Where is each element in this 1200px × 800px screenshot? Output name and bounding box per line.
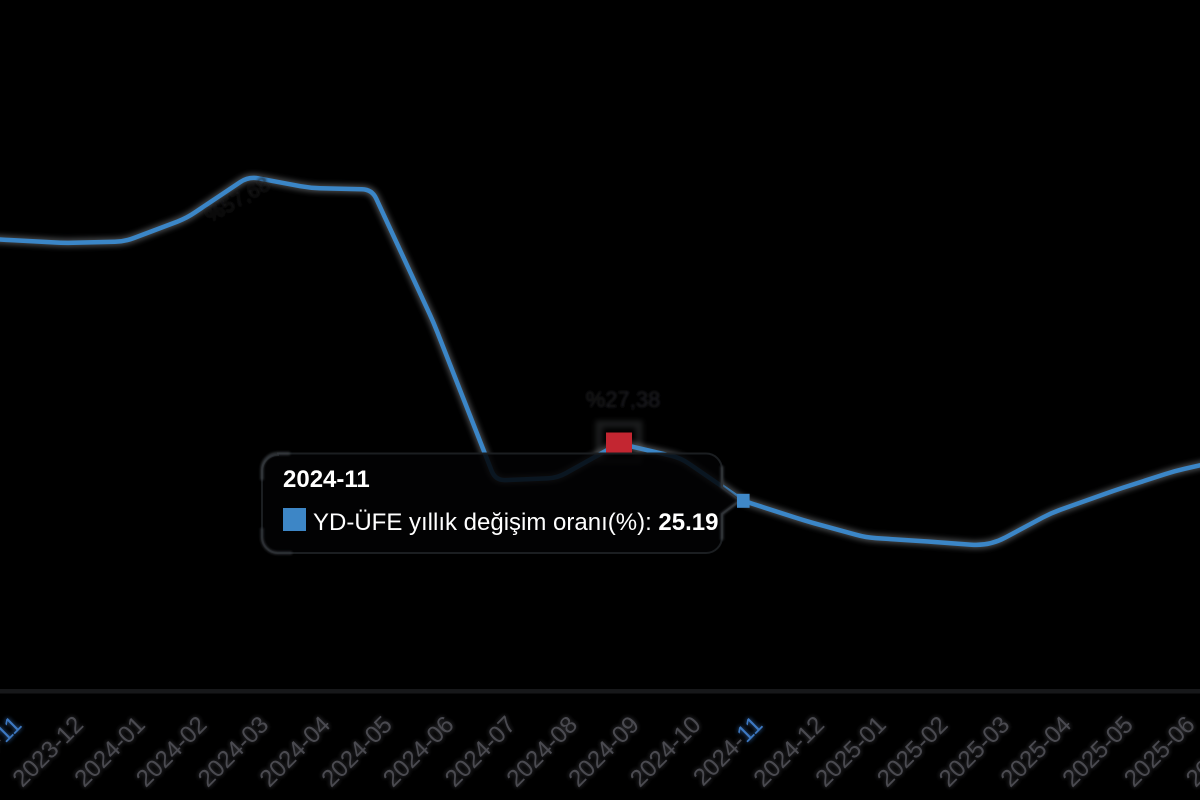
svg-text:YD-ÜFE yıllık değişim oranı(%): YD-ÜFE yıllık değişim oranı(%): 25.19 xyxy=(313,509,718,536)
svg-text:%27,38: %27,38 xyxy=(586,387,661,412)
svg-text:2024-11: 2024-11 xyxy=(283,466,370,493)
